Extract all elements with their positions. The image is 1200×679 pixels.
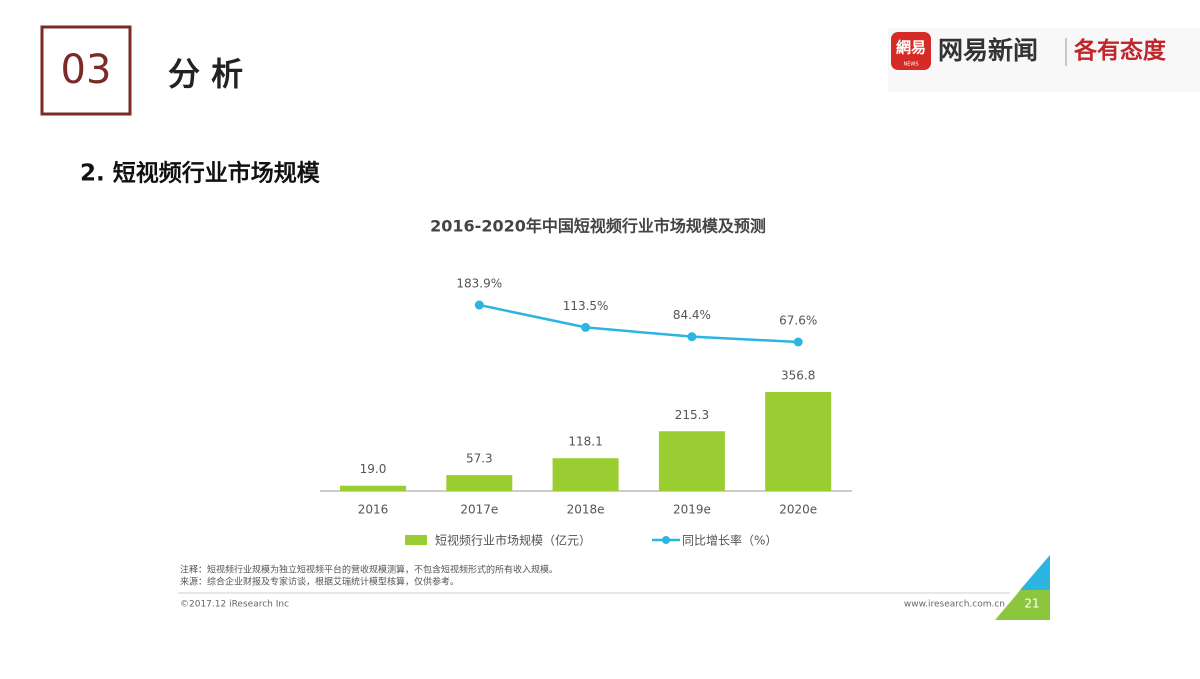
section-title: 分 析	[168, 55, 243, 93]
bar-value-label: 215.3	[675, 408, 709, 422]
legend-swatch	[405, 535, 427, 545]
legend-label: 同比增长率（%）	[682, 533, 777, 548]
line-point	[687, 332, 697, 342]
corner-deco	[1020, 555, 1050, 590]
section-box	[40, 25, 132, 116]
bar	[658, 431, 725, 491]
bar	[552, 458, 619, 491]
subtitle: 2. 短视频行业市场规模	[80, 160, 321, 187]
x-tick-label: 2016	[358, 503, 389, 517]
bar-value-label: 57.3	[466, 452, 493, 466]
bar	[446, 475, 513, 491]
source: 来源：综合企业财报及专家访谈，根据艾瑞统计模型核算，仅供参考。	[180, 576, 459, 588]
website: www.iresearch.com.cn	[904, 600, 1005, 610]
logo-icon-sub: NEWS	[903, 62, 918, 68]
page-number: 21	[1024, 597, 1039, 611]
section-number: 03	[61, 47, 112, 93]
chart-title: 2016-2020年中国短视频行业市场规模及预测	[430, 217, 766, 236]
bar	[765, 391, 832, 491]
bar-value-label: 19.0	[360, 462, 387, 476]
line-point	[474, 300, 484, 310]
logo-bg	[888, 28, 1200, 92]
x-tick-label: 2020e	[779, 503, 817, 517]
logo-icon-text: 網易	[896, 39, 926, 57]
bar-value-label: 118.1	[568, 435, 602, 449]
x-tick-label: 2017e	[460, 503, 498, 517]
line-value-label: 113.5%	[563, 299, 609, 313]
note: 注释：短视频行业规模为独立短视频平台的营收规模测算，不包含短视频形式的所有收入规…	[180, 564, 558, 576]
legend-label: 短视频行业市场规模（亿元）	[435, 533, 591, 548]
line-point	[793, 337, 803, 347]
logo-icon	[891, 32, 931, 70]
line-value-label: 67.6%	[779, 314, 817, 328]
legend-swatch	[662, 536, 670, 544]
line-value-label: 84.4%	[673, 308, 711, 322]
line	[479, 303, 799, 344]
bar-value-label: 356.8	[781, 368, 815, 382]
logo-name: 网易新闻	[938, 36, 1038, 65]
line-value-label: 183.9%	[456, 277, 502, 291]
copyright: ©2017.12 iResearch Inc	[180, 600, 289, 610]
bar	[340, 485, 406, 491]
logo-slogan: 各有态度	[1073, 37, 1167, 64]
line-point	[581, 322, 591, 332]
x-tick-label: 2019e	[673, 503, 711, 517]
x-tick-label: 2018e	[567, 503, 605, 517]
